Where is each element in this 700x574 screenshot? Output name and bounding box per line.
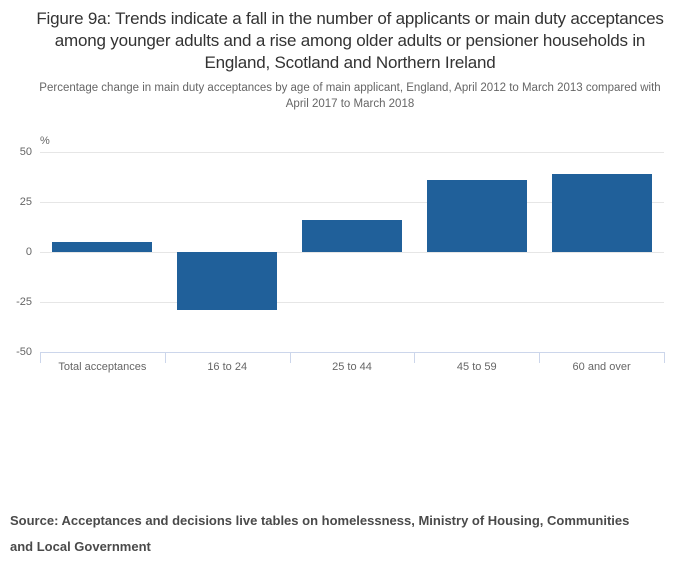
y-axis-tick-label: 25: [19, 196, 32, 208]
chart-subtitle: Percentage change in main duty acceptanc…: [39, 82, 661, 110]
x-axis-tick: [40, 352, 41, 363]
x-axis-label-total-acceptances: Total acceptances: [58, 361, 147, 373]
x-axis-label-16-to-24: 16 to 24: [207, 361, 248, 373]
gridline: [40, 202, 664, 203]
x-axis-tick: [539, 352, 541, 363]
gridline: [40, 302, 664, 303]
bar-45-to-59[interactable]: [426, 180, 527, 252]
bar-chart-plot-area: % 50 25 0 -25 -50 Total acceptances 16 to 24 25 …: [0, 130, 700, 390]
y-axis-tick-label: 50: [19, 146, 32, 158]
bar-60-and-over[interactable]: [551, 174, 652, 252]
x-axis-label-45-to-59: 45 to 59: [456, 361, 497, 373]
x-axis-line: [40, 352, 665, 353]
y-axis-tick-label: -25: [16, 296, 32, 308]
x-axis-label-60-and-over: 60 and over: [572, 361, 631, 373]
x-axis-label-25-to-44: 25 to 44: [332, 361, 372, 373]
chart-title: Figure 9a: Trends indicate a fall in the…: [36, 9, 664, 72]
x-axis-tick: [414, 352, 416, 363]
x-axis-tick: [289, 352, 291, 363]
gridline: [40, 252, 664, 253]
x-axis-tick: [664, 352, 665, 363]
bar-total-acceptances[interactable]: [52, 242, 153, 252]
y-axis-unit-label: %: [40, 135, 50, 147]
gridline: [40, 152, 664, 153]
source-note: Source: Acceptances and decisions live t…: [10, 513, 630, 554]
y-axis-tick-label: 0: [25, 246, 32, 258]
x-axis-tick: [164, 352, 166, 363]
bar-25-to-44[interactable]: [302, 220, 402, 252]
y-axis-tick-label: -50: [16, 346, 32, 358]
bar-16-to-24[interactable]: [177, 252, 278, 310]
